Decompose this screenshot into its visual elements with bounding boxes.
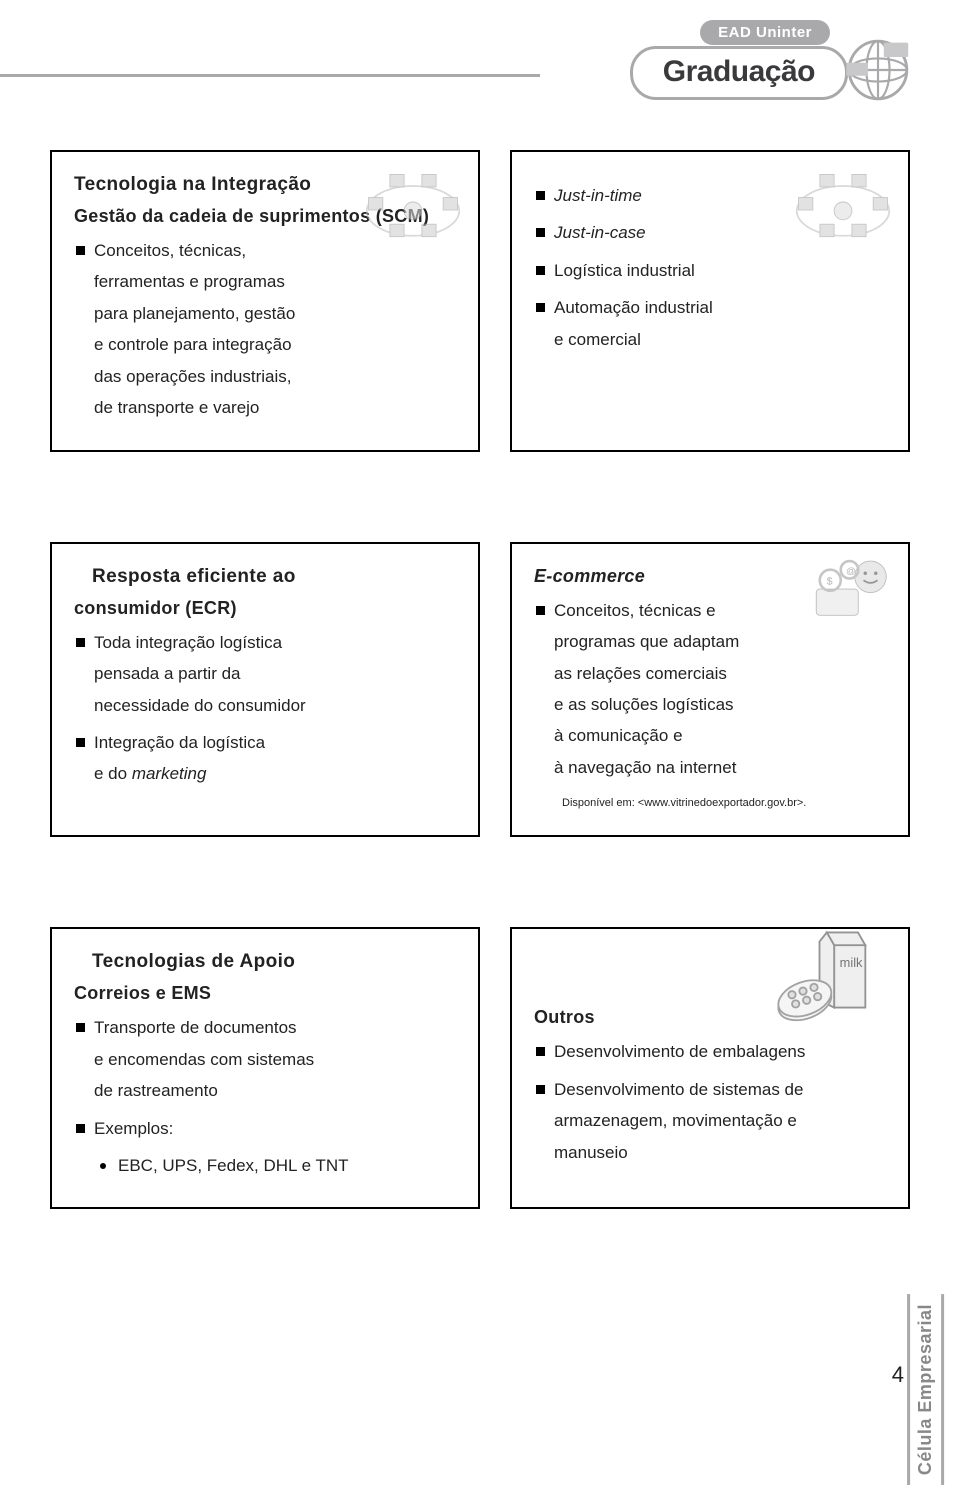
- card-title-l1: Resposta eficiente ao: [92, 566, 456, 588]
- milk-carton-icon: milk: [770, 921, 880, 1041]
- bullet: Desenvolvimento de sistemas de armazenag…: [534, 1074, 886, 1168]
- bullet: Desenvolvimento de embalagens: [534, 1036, 886, 1067]
- bullet: Just-in-case: [534, 217, 886, 248]
- sub-bullet: EBC, UPS, Fedex, DHL e TNT: [94, 1150, 456, 1181]
- svg-text:$: $: [827, 575, 833, 587]
- card-title: Tecnologias de Apoio: [92, 951, 456, 973]
- bullet: Exemplos: EBC, UPS, Fedex, DHL e TNT: [74, 1113, 456, 1182]
- bullet: Conceitos, técnicas, ferramentas e progr…: [74, 235, 456, 424]
- card-title-l2: consumidor (ECR): [74, 598, 456, 619]
- citation: Disponível em: <www.vitrinedoexportador.…: [562, 797, 886, 809]
- header-rule: [0, 74, 540, 77]
- svg-text:milk: milk: [840, 956, 863, 971]
- row-1: Tecnologia na Integração Gestão da cadei…: [50, 150, 910, 452]
- card-tecnologias-apoio: Tecnologias de Apoio Correios e EMS Tran…: [50, 927, 480, 1209]
- card-grid: Tecnologia na Integração Gestão da cadei…: [50, 150, 910, 1209]
- card-ecr: Resposta eficiente ao consumidor (ECR) T…: [50, 542, 480, 838]
- graduacao-pill: Graduação: [630, 46, 848, 100]
- side-label: Célula Empresarial: [907, 1294, 944, 1485]
- page-number: 4: [892, 1362, 904, 1388]
- card-subtitle: Correios e EMS: [74, 983, 456, 1004]
- bullet: Toda integração logística pensada a part…: [74, 627, 456, 721]
- card-ecommerce: $ @ E-commerce Conceitos, técnicas e pro…: [510, 542, 910, 838]
- card-jit: Just-in-time Just-in-case Logística indu…: [510, 150, 910, 452]
- bullet: Just-in-time: [534, 180, 886, 211]
- ead-pill: EAD Uninter: [700, 20, 830, 45]
- graduacao-label: Graduação: [663, 55, 815, 88]
- bullet: Logística industrial: [534, 255, 886, 286]
- bullet: Integração da logística e do marketing: [74, 727, 456, 790]
- card-scm: Tecnologia na Integração Gestão da cadei…: [50, 150, 480, 452]
- bullet: Conceitos, técnicas e programas que adap…: [534, 595, 886, 784]
- bullet: Automação industrial e comercial: [534, 292, 886, 355]
- svg-text:@: @: [846, 566, 856, 577]
- bullet: Transporte de documentos e encomendas co…: [74, 1012, 456, 1106]
- row-2: Resposta eficiente ao consumidor (ECR) T…: [50, 542, 910, 838]
- network-icon: [358, 162, 468, 242]
- header-badge: EAD Uninter Graduação: [540, 20, 920, 115]
- ead-label: EAD Uninter: [718, 24, 812, 41]
- globe-icon: [842, 34, 914, 106]
- card-outros: milk Outros Desenvolvimento de embalagen…: [510, 927, 910, 1209]
- row-3: Tecnologias de Apoio Correios e EMS Tran…: [50, 927, 910, 1209]
